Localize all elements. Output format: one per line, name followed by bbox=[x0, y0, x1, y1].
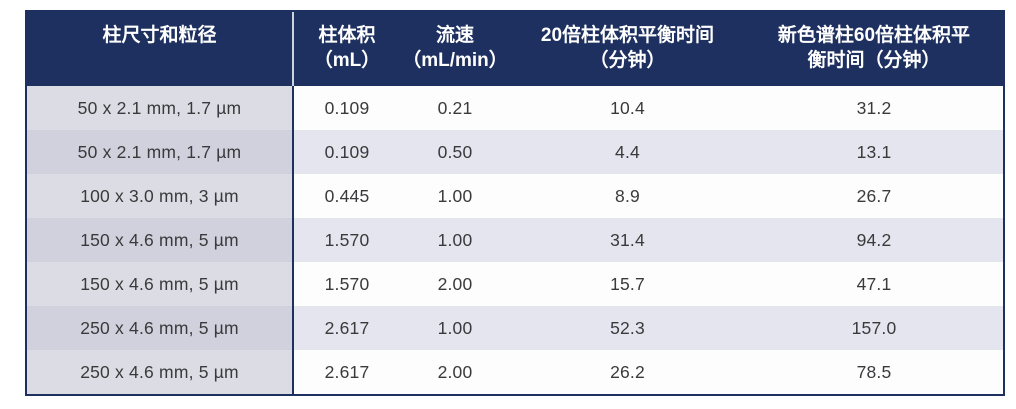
cell-volume: 2.617 bbox=[294, 306, 400, 350]
column-header-20x-time: 20倍柱体积平衡时间 （分钟） bbox=[540, 25, 715, 71]
cell-20x-time: 8.9 bbox=[510, 174, 745, 218]
cell-flowrate: 1.00 bbox=[400, 174, 510, 218]
table-row: 150 x 4.6 mm, 5 µm 1.570 2.00 15.7 47.1 bbox=[27, 262, 1003, 306]
cell-flowrate: 1.00 bbox=[400, 306, 510, 350]
cell-20x-time: 26.2 bbox=[510, 350, 745, 394]
cell-flowrate: 2.00 bbox=[400, 262, 510, 306]
column-header-flowrate: 流速 （mL/min） bbox=[402, 25, 508, 71]
cell-size: 50 x 2.1 mm, 1.7 µm bbox=[27, 130, 294, 174]
cell-60x-time: 94.2 bbox=[745, 218, 1003, 262]
equilibration-table: 柱尺寸和粒径 柱体积 （mL） 流速 （mL/min） 20倍柱体积平衡时间 （… bbox=[25, 10, 1005, 396]
cell-20x-time: 31.4 bbox=[510, 218, 745, 262]
cell-60x-time: 78.5 bbox=[745, 350, 1003, 394]
cell-volume: 0.109 bbox=[294, 86, 400, 130]
column-header-60x-time: 新色谱柱60倍柱体积平 衡时间（分钟） bbox=[777, 25, 971, 71]
table-row: 250 x 4.6 mm, 5 µm 2.617 2.00 26.2 78.5 bbox=[27, 350, 1003, 394]
cell-volume: 1.570 bbox=[294, 218, 400, 262]
table-row: 50 x 2.1 mm, 1.7 µm 0.109 0.50 4.4 13.1 bbox=[27, 130, 1003, 174]
cell-20x-time: 10.4 bbox=[510, 86, 745, 130]
cell-20x-time: 52.3 bbox=[510, 306, 745, 350]
cell-volume: 0.109 bbox=[294, 130, 400, 174]
cell-60x-time: 26.7 bbox=[745, 174, 1003, 218]
cell-flowrate: 0.50 bbox=[400, 130, 510, 174]
table-row: 50 x 2.1 mm, 1.7 µm 0.109 0.21 10.4 31.2 bbox=[27, 86, 1003, 130]
cell-flowrate: 0.21 bbox=[400, 86, 510, 130]
table-row: 250 x 4.6 mm, 5 µm 2.617 1.00 52.3 157.0 bbox=[27, 306, 1003, 350]
table-row: 100 x 3.0 mm, 3 µm 0.445 1.00 8.9 26.7 bbox=[27, 174, 1003, 218]
cell-size: 250 x 4.6 mm, 5 µm bbox=[27, 350, 294, 394]
cell-size: 50 x 2.1 mm, 1.7 µm bbox=[27, 86, 294, 130]
cell-size: 150 x 4.6 mm, 5 µm bbox=[27, 262, 294, 306]
column-header-volume: 柱体积 （mL） bbox=[313, 25, 381, 71]
cell-60x-time: 47.1 bbox=[745, 262, 1003, 306]
cell-20x-time: 15.7 bbox=[510, 262, 745, 306]
cell-volume: 1.570 bbox=[294, 262, 400, 306]
cell-60x-time: 157.0 bbox=[745, 306, 1003, 350]
cell-flowrate: 2.00 bbox=[400, 350, 510, 394]
cell-size: 100 x 3.0 mm, 3 µm bbox=[27, 174, 294, 218]
cell-60x-time: 31.2 bbox=[745, 86, 1003, 130]
cell-size: 150 x 4.6 mm, 5 µm bbox=[27, 218, 294, 262]
cell-volume: 2.617 bbox=[294, 350, 400, 394]
cell-flowrate: 1.00 bbox=[400, 218, 510, 262]
cell-60x-time: 13.1 bbox=[745, 130, 1003, 174]
column-header-size: 柱尺寸和粒径 bbox=[27, 12, 294, 86]
table-header-row: 柱尺寸和粒径 柱体积 （mL） 流速 （mL/min） 20倍柱体积平衡时间 （… bbox=[27, 12, 1003, 86]
cell-20x-time: 4.4 bbox=[510, 130, 745, 174]
table-row: 150 x 4.6 mm, 5 µm 1.570 1.00 31.4 94.2 bbox=[27, 218, 1003, 262]
cell-size: 250 x 4.6 mm, 5 µm bbox=[27, 306, 294, 350]
cell-volume: 0.445 bbox=[294, 174, 400, 218]
